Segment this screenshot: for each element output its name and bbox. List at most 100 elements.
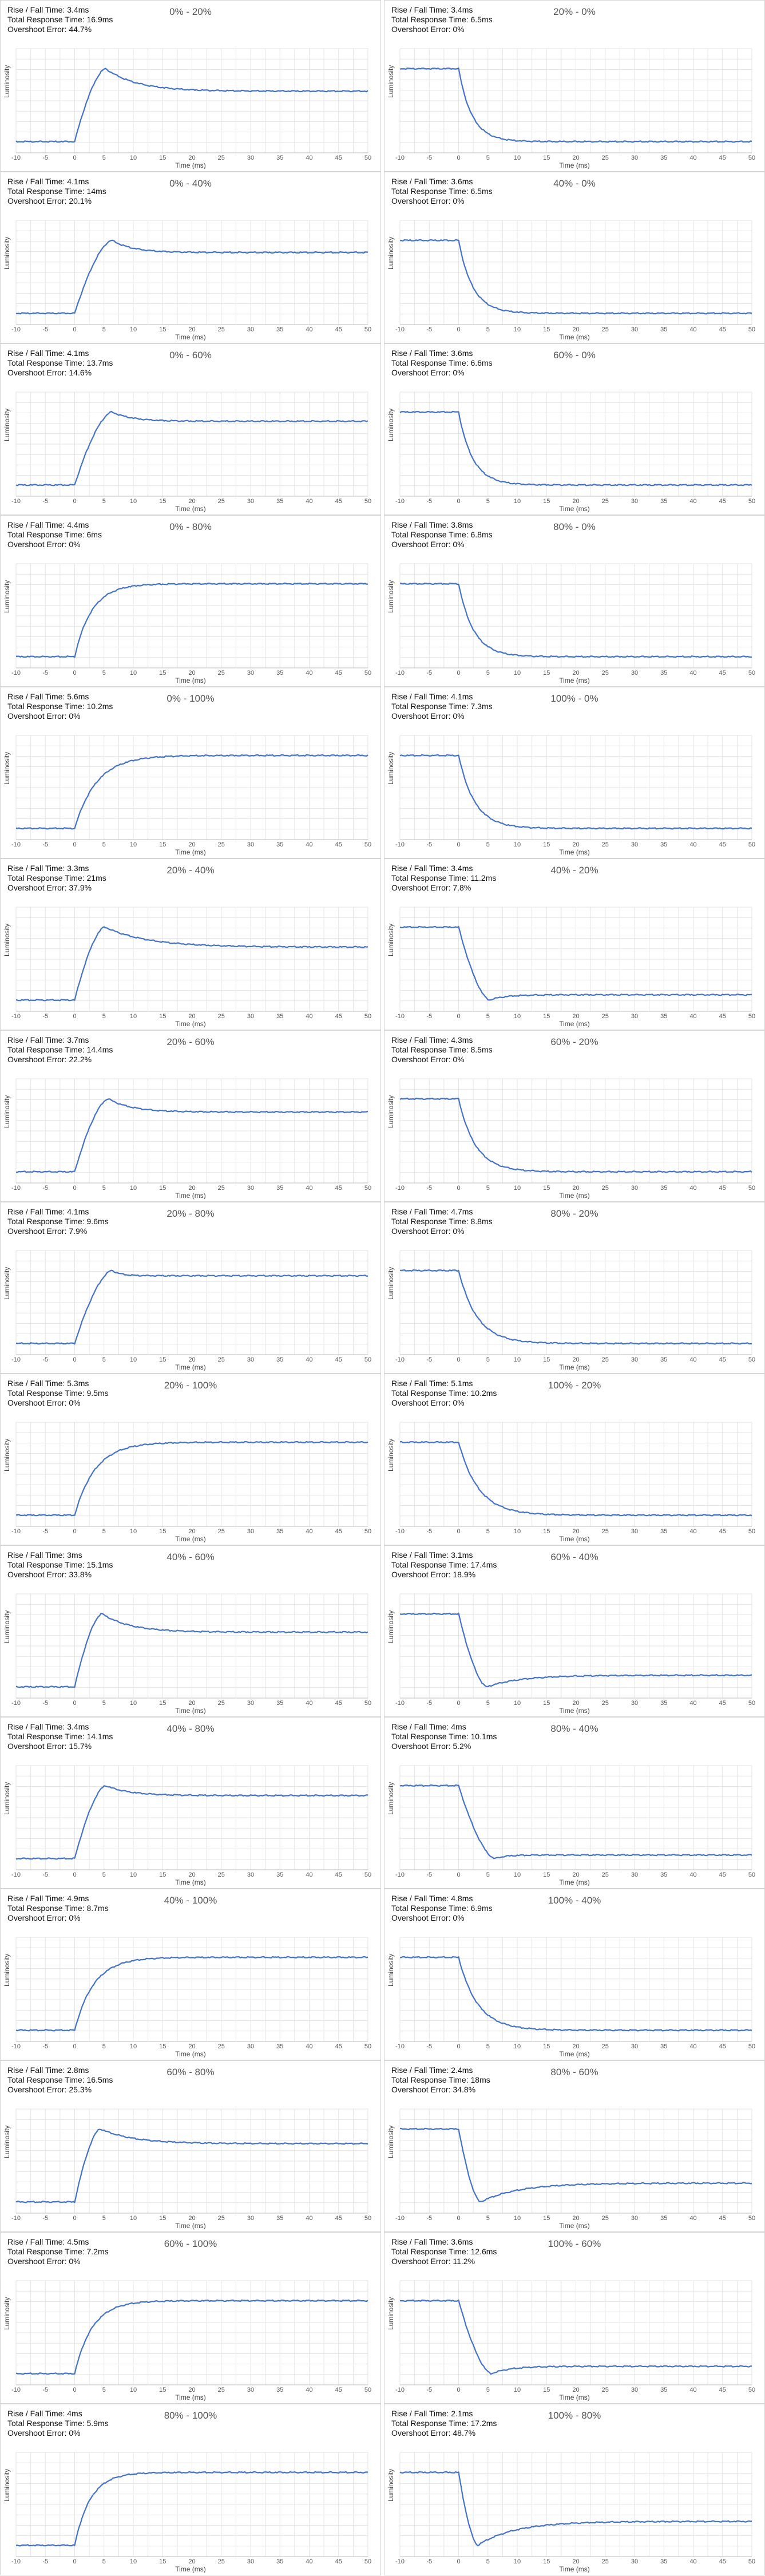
x-tick-label: 50 [748, 498, 755, 505]
x-tick-label: 40 [689, 326, 696, 333]
x-tick-label: 40 [689, 2215, 696, 2222]
chart-panel: Rise / Fall Time: 2.8ms Total Response Ti… [0, 2060, 381, 2232]
x-tick-label: 20 [572, 2215, 579, 2222]
overshoot-error: Overshoot Error: 48.7% [391, 2428, 476, 2437]
total-response-time: Total Response Time: 10.2ms [7, 702, 113, 711]
x-tick-label: 30 [631, 670, 638, 676]
x-tick-label: 5 [486, 670, 490, 676]
x-tick-label: 5 [102, 2558, 106, 2565]
chart-title: 0% - 80% [169, 521, 212, 532]
total-response-time: Total Response Time: 18ms [391, 2075, 490, 2084]
response-curve [399, 582, 752, 658]
x-tick-label: 50 [748, 1700, 755, 1707]
x-tick-label: 20 [188, 1871, 195, 1878]
x-tick-label: -5 [426, 670, 432, 676]
x-tick-label: 45 [335, 498, 342, 505]
chart-title: 40% - 0% [553, 178, 596, 189]
x-tick-label: 50 [748, 841, 755, 848]
plot-area: -10 -5 0 5 10 15 20 25 30 35 40 45 50 [11, 1593, 371, 1707]
x-tick-label: -10 [11, 326, 21, 333]
x-tick-label: -10 [395, 841, 405, 848]
x-tick-label: 40 [306, 1013, 312, 1020]
x-tick-label: 30 [631, 1185, 638, 1192]
x-tick-label: 35 [276, 1700, 283, 1707]
overshoot-error: Overshoot Error: 33.8% [7, 1570, 92, 1579]
chart-panel: Rise / Fall Time: 3.4ms Total Response Ti… [384, 858, 765, 1030]
x-tick-label: 30 [631, 2215, 638, 2222]
plot-area: -10 -5 0 5 10 15 20 25 30 35 40 45 50 [11, 1078, 371, 1192]
overshoot-error: Overshoot Error: 25.3% [7, 2085, 92, 2094]
x-tick-label: 15 [159, 1356, 166, 1363]
x-tick-label: -5 [426, 2558, 432, 2565]
x-tick-label: 5 [102, 1528, 106, 1535]
x-tick-label: -10 [11, 1185, 21, 1192]
response-curve [399, 1784, 752, 1859]
x-tick-label: 10 [514, 155, 521, 161]
response-stats: Rise / Fall Time: 5.3ms Total Response Ti… [7, 1379, 109, 1408]
x-tick-label: 35 [660, 2215, 667, 2222]
x-tick-label: 50 [748, 1528, 755, 1535]
rise-fall-time: Rise / Fall Time: 4ms [391, 1722, 466, 1731]
chart-panel: Rise / Fall Time: 4ms Total Response Time… [384, 1717, 765, 1889]
overshoot-error: Overshoot Error: 0% [7, 1913, 81, 1922]
x-tick-label: -10 [395, 1528, 405, 1535]
response-stats: Rise / Fall Time: 3.4ms Total Response Ti… [7, 1722, 113, 1751]
response-stats: Rise / Fall Time: 4.9ms Total Response Ti… [7, 1894, 109, 1923]
x-tick-label: -5 [42, 155, 48, 161]
x-tick-label: 35 [660, 155, 667, 161]
plot-area: -10 -5 0 5 10 15 20 25 30 35 40 45 50 [11, 1422, 371, 1535]
x-tick-label: 30 [631, 2387, 638, 2393]
x-axis-label: Time (ms) [175, 676, 206, 684]
x-tick-label: 5 [486, 2387, 490, 2393]
chart-panel: Rise / Fall Time: 5.3ms Total Response Ti… [0, 1374, 381, 1545]
x-tick-label: 10 [130, 2558, 137, 2565]
x-tick-label: 15 [543, 841, 550, 848]
x-tick-label: 50 [748, 326, 755, 333]
x-tick-label: 15 [543, 1013, 550, 1020]
x-tick-label: 45 [719, 1185, 726, 1192]
x-tick-label: 20 [188, 2043, 195, 2050]
x-tick-label: 35 [660, 498, 667, 505]
rise-fall-time: Rise / Fall Time: 5.1ms [391, 1379, 473, 1388]
x-tick-label: 45 [335, 2387, 342, 2393]
x-tick-label: 20 [572, 1700, 579, 1707]
response-curve [399, 1956, 752, 2032]
response-stats: Rise / Fall Time: 4ms Total Response Time… [391, 1722, 497, 1751]
chart-title: 40% - 60% [167, 1552, 215, 1562]
x-tick-label: 10 [130, 2043, 137, 2050]
rise-fall-time: Rise / Fall Time: 2.4ms [391, 2065, 473, 2075]
plot-area: -10 -5 0 5 10 15 20 25 30 35 40 45 50 [11, 907, 371, 1020]
x-tick-label: 15 [159, 2387, 166, 2393]
x-tick-label: 0 [457, 841, 460, 848]
x-tick-label: 45 [335, 1528, 342, 1535]
rise-fall-time: Rise / Fall Time: 2.1ms [391, 2409, 473, 2418]
chart-title: 40% - 100% [164, 1895, 217, 1906]
x-tick-label: 45 [335, 1013, 342, 1020]
x-tick-label: -10 [395, 670, 405, 676]
x-tick-label: 10 [130, 1700, 137, 1707]
x-tick-label: 35 [660, 670, 667, 676]
overshoot-error: Overshoot Error: 0% [391, 25, 465, 34]
x-tick-label: 30 [631, 155, 638, 161]
rise-fall-time: Rise / Fall Time: 3.4ms [7, 5, 89, 14]
x-tick-label: 10 [130, 1013, 137, 1020]
x-tick-label: 45 [719, 2043, 726, 2050]
x-tick-label: 40 [306, 326, 312, 333]
x-tick-label: 45 [719, 1871, 726, 1878]
x-tick-label: 0 [73, 1185, 76, 1192]
x-tick-label: 50 [364, 841, 371, 848]
x-tick-label: -5 [42, 326, 48, 333]
x-tick-label: 50 [364, 2043, 371, 2050]
chart-panel: Rise / Fall Time: 4.9ms Total Response Ti… [0, 1889, 381, 2060]
overshoot-error: Overshoot Error: 44.7% [7, 25, 92, 34]
x-tick-label: 20 [188, 326, 195, 333]
x-tick-label: 20 [188, 841, 195, 848]
plot-area: -10 -5 0 5 10 15 20 25 30 35 40 45 50 [395, 2280, 755, 2393]
x-tick-label: 45 [719, 498, 726, 505]
plot-area: -10 -5 0 5 10 15 20 25 30 35 40 45 50 [395, 735, 755, 848]
x-tick-label: -10 [11, 670, 21, 676]
x-axis-label: Time (ms) [175, 2050, 206, 2058]
x-tick-label: 50 [364, 2387, 371, 2393]
x-tick-label: 20 [188, 498, 195, 505]
x-tick-label: 10 [514, 1528, 521, 1535]
